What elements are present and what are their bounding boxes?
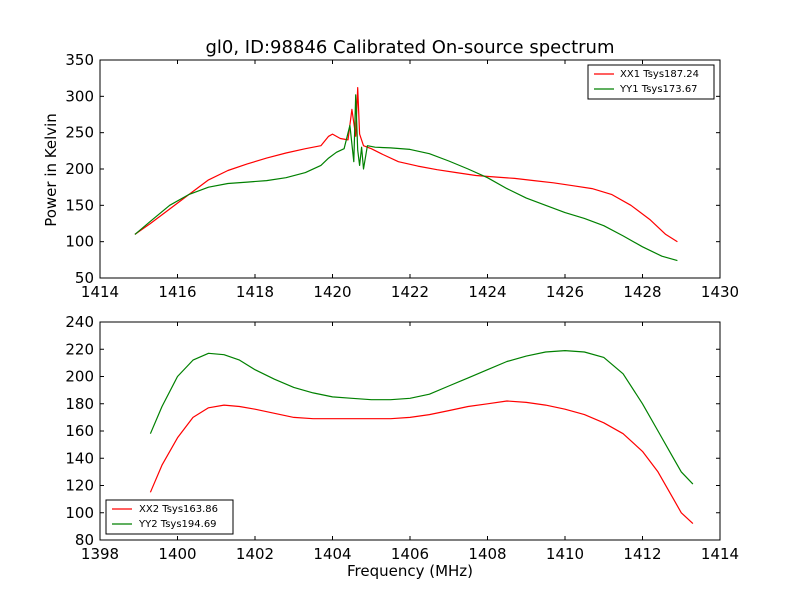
y-tick-label: 250: [65, 124, 94, 142]
x-tick-label: 1404: [313, 545, 351, 563]
x-tick-label: 1424: [468, 283, 506, 301]
y-tick-label: 200: [65, 368, 94, 386]
x-tick-label: 1418: [236, 283, 274, 301]
y-tick-label: 160: [65, 422, 94, 440]
top-y-axis-label: Power in Kelvin: [42, 113, 60, 227]
x-tick-label: 1410: [546, 545, 584, 563]
top-legend-box: [587, 64, 715, 100]
legend-label-xx1: XX1 Tsys187.24: [620, 69, 699, 80]
series-line-yy1: [134, 94, 678, 262]
series-line-yy2: [149, 350, 694, 485]
legend-label-xx2: XX2 Tsys163.86: [139, 504, 218, 515]
x-tick-label: 1400: [158, 545, 196, 563]
y-tick-label: 100: [65, 233, 94, 251]
y-tick-label: 50: [75, 269, 94, 287]
top-legend: XX1 Tsys187.24 YY1 Tsys173.67: [587, 64, 715, 100]
y-tick-label: 220: [65, 340, 94, 358]
top-chart-title: gl0, ID:98846 Calibrated On-source spect…: [205, 37, 614, 58]
x-tick-label: 1420: [313, 283, 351, 301]
y-tick-label: 80: [75, 531, 94, 549]
bottom-legend: XX2 Tsys163.86 YY2 Tsys194.69: [105, 499, 234, 535]
y-tick-label: 240: [65, 313, 94, 331]
legend-label-yy2: YY2 Tsys194.69: [138, 519, 217, 530]
top-ticks: 1414 1416 1418 1420 1422 1424 1426 1428 1430 50 10…: [65, 51, 739, 301]
y-tick-label: 200: [65, 160, 94, 178]
y-tick-label: 100: [65, 504, 94, 522]
top-series-lines: [134, 86, 678, 262]
bottom-legend-box: [105, 499, 234, 535]
bottom-ticks: 1398 1400 1402 1404 1406 1408 1410 1412 1414 80 10…: [65, 313, 739, 563]
x-tick-label: 1408: [468, 545, 506, 563]
x-tick-label: 1398: [81, 545, 119, 563]
x-tick-label: 1416: [158, 283, 196, 301]
x-tick-label: 1428: [623, 283, 661, 301]
series-line-xx1: [134, 86, 678, 243]
x-tick-label: 1412: [623, 545, 661, 563]
x-tick-label: 1414: [81, 283, 119, 301]
bottom-subplot: Frequency (MHz) 1398 1400 1402 1404 1406 1408…: [65, 313, 739, 580]
top-subplot: gl0, ID:98846 Calibrated On-source spect…: [42, 37, 739, 301]
bottom-series-lines: [149, 350, 694, 525]
x-tick-label: 1422: [391, 283, 429, 301]
series-line-xx2: [149, 400, 694, 525]
y-tick-label: 150: [65, 196, 94, 214]
x-tick-label: 1406: [391, 545, 429, 563]
y-tick-label: 140: [65, 449, 94, 467]
y-tick-label: 350: [65, 51, 94, 69]
x-tick-label: 1426: [546, 283, 584, 301]
y-tick-label: 120: [65, 477, 94, 495]
legend-label-yy1: YY1 Tsys173.67: [619, 84, 698, 95]
y-tick-label: 180: [65, 395, 94, 413]
y-tick-label: 300: [65, 87, 94, 105]
x-tick-label: 1414: [701, 545, 739, 563]
bottom-x-axis-label: Frequency (MHz): [347, 562, 473, 580]
x-tick-label: 1430: [701, 283, 739, 301]
x-tick-label: 1402: [236, 545, 274, 563]
